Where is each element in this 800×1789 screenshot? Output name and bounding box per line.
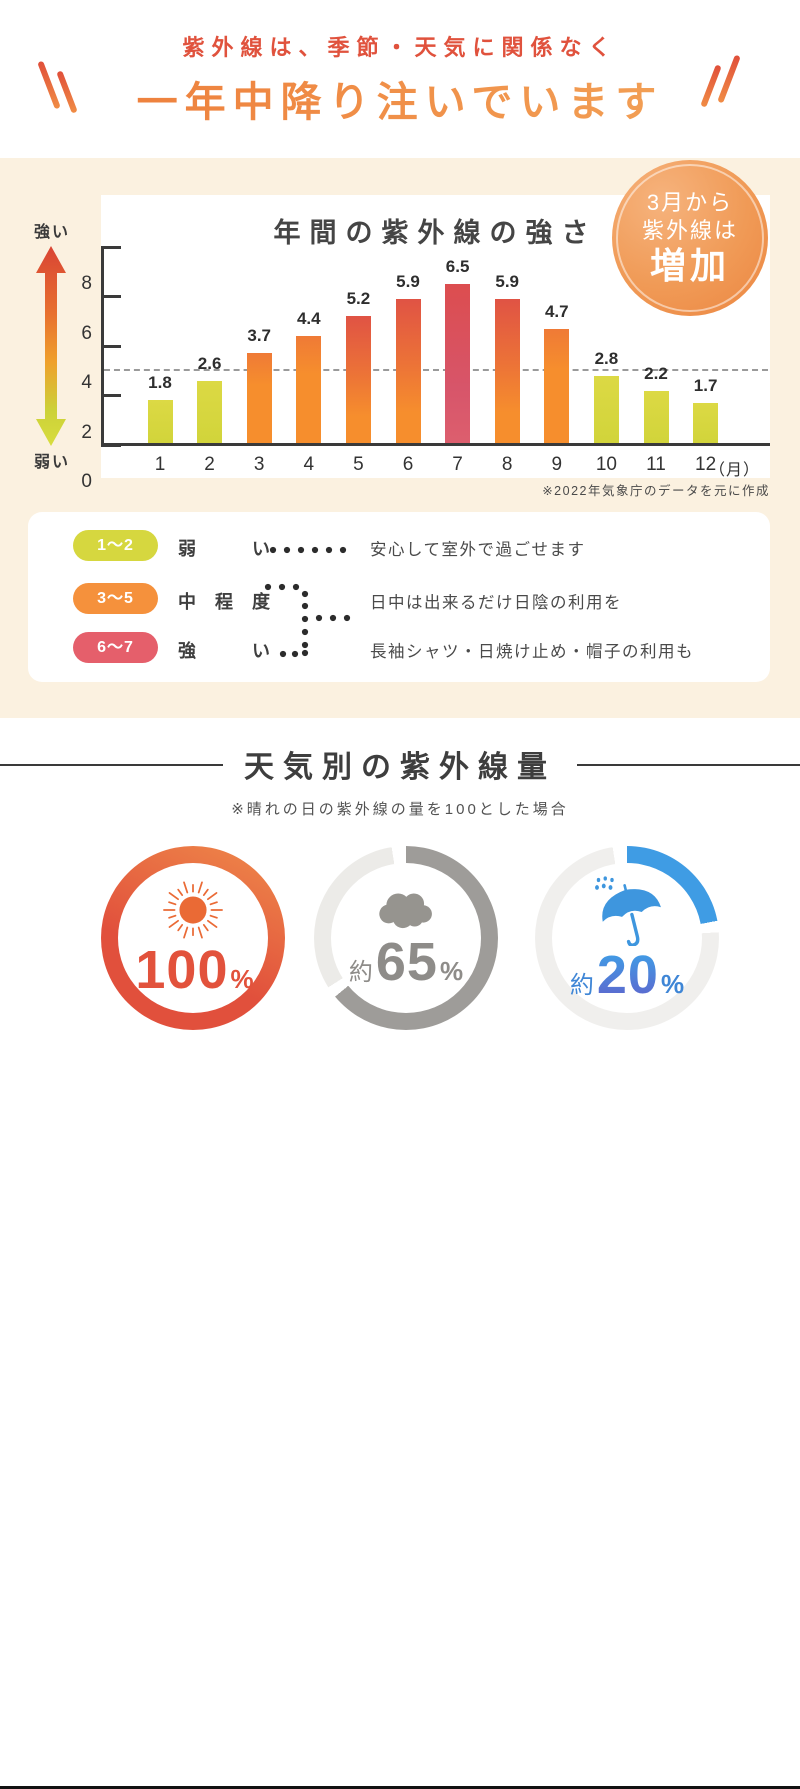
uv-bar-month-5 — [345, 316, 371, 445]
bar-value-label: 4.7 — [544, 301, 569, 321]
bar-value-label: 1.7 — [693, 375, 718, 395]
title-rule-left — [0, 764, 223, 766]
range-pill: 1〜2 — [73, 530, 158, 561]
uv-bar-month-8 — [494, 298, 520, 445]
sunny-uv-ring: 100% — [101, 846, 285, 1030]
uv-bar-month-11 — [643, 390, 669, 445]
x-tick-label: 6 — [402, 454, 414, 475]
y-tick-mark — [101, 245, 121, 249]
sunny-percent: 100% — [135, 940, 254, 1000]
x-tick-label: 12 — [695, 454, 717, 475]
dotted-connector-icon — [264, 546, 351, 658]
range-pill: 6〜7 — [73, 632, 158, 663]
y-tick-label: 4 — [81, 372, 92, 393]
bar-value-label: 2.2 — [644, 363, 668, 383]
x-tick-label: 2 — [204, 454, 215, 475]
x-tick-label: 5 — [353, 454, 364, 475]
header: 紫外線は、季節・天気に関係なく 一年中降り注いでいます — [0, 0, 800, 158]
y-axis-weak-label: 弱い — [33, 454, 70, 471]
uv-bar-month-4 — [296, 336, 322, 445]
uv-level-legend: 1〜2 弱い 安心して室外で過ごせます 3〜5 中程度 日中は出来るだけ日陰の利… — [28, 512, 770, 682]
x-axis-line — [101, 443, 770, 446]
range-pill: 3〜5 — [73, 583, 158, 614]
level-description: 安心して室外で過ごせます — [370, 541, 586, 559]
x-tick-label: 11 — [646, 454, 666, 475]
uv-bar-month-2 — [197, 380, 223, 445]
bar-value-label: 2.8 — [594, 348, 619, 368]
level-description: 日中は出来るだけ日陰の利用を — [370, 594, 622, 612]
level-label: 弱い — [178, 539, 270, 559]
header-subtitle: 紫外線は、季節・天気に関係なく — [182, 35, 618, 60]
umbrella-icon — [595, 876, 661, 946]
chart-source-note: ※2022年気象庁のデータを元に作成 — [542, 484, 770, 498]
rainy-uv-ring: 約 20% — [535, 846, 719, 1030]
uv-bar-month-3 — [246, 353, 272, 445]
x-tick-label: 8 — [501, 454, 513, 475]
uv-bar-month-6 — [395, 298, 421, 445]
badge-line3: 増加 — [649, 245, 730, 286]
bar-value-label: 2.6 — [197, 353, 222, 373]
level-label: 強い — [178, 641, 270, 661]
sun-icon — [163, 881, 223, 939]
uv-chart-section: 強い 弱い 8 6 4 2 0 年間の紫外線の強さ 1.8 1 2.6 2 3.7 3 4.4 4 5.… — [0, 158, 800, 718]
level-description: 長袖シャツ・日焼け止め・帽子の利用も — [370, 643, 694, 661]
bar-value-label: 4.4 — [296, 309, 321, 329]
bar-value-label: 5.9 — [495, 271, 519, 291]
uv-bar-month-12 — [693, 402, 719, 445]
intensity-gradient-arrow-icon — [36, 246, 66, 446]
bar-value-label: 6.5 — [445, 257, 470, 277]
weather-section-title: 天気別の紫外線量 — [244, 751, 556, 784]
header-title: 一年中降り注いでいます — [0, 68, 800, 128]
y-axis-strong-label: 強い — [33, 224, 70, 241]
level-label: 中程度 — [178, 592, 270, 612]
x-tick-label: 4 — [303, 454, 315, 475]
x-tick-label: 3 — [253, 454, 265, 475]
y-tick-label: 2 — [81, 421, 92, 443]
bar-value-label: 1.8 — [148, 373, 172, 393]
uv-bar-month-9 — [544, 328, 570, 445]
uv-bar-month-7 — [445, 284, 471, 445]
y-tick-mark — [101, 394, 121, 397]
march-increase-badge: 3月から 紫外線は 増加 — [612, 160, 768, 316]
threshold-dashed-line — [104, 369, 768, 371]
y-tick-label: 6 — [81, 322, 92, 344]
y-tick-labels: 8 6 4 2 0 — [58, 195, 92, 492]
y-tick-label: 0 — [81, 471, 92, 492]
uv-bar-month-10 — [593, 375, 619, 445]
bar-value-label: 5.9 — [396, 271, 420, 291]
weather-section-subtitle: ※晴れの日の紫外線の量を100とした場合 — [231, 801, 569, 818]
bar-value-label: 3.7 — [247, 326, 271, 346]
cloudy-uv-ring: 約 65% — [314, 846, 498, 1030]
x-tick-label: 7 — [452, 454, 463, 475]
weather-uv-section: 天気別の紫外線量 ※晴れの日の紫外線の量を100とした場合 100% 約 65% — [0, 718, 800, 1789]
rainy-percent: 約 20% — [569, 945, 685, 1005]
chart-title: 年間の紫外線の強さ — [273, 218, 598, 248]
cloudy-percent: 約 65% — [348, 932, 464, 992]
y-tick-mark — [101, 295, 121, 298]
bar-value-label: 5.2 — [346, 289, 371, 309]
title-rule-right — [577, 764, 800, 766]
x-axis-unit-label: （月） — [709, 462, 761, 479]
x-tick-label: 1 — [154, 454, 166, 475]
uv-bar-month-1 — [147, 400, 173, 445]
chart-panel: 年間の紫外線の強さ 1.8 1 2.6 2 3.7 3 4.4 4 5.2 5 5.9 6 6.5 7 5.… — [101, 195, 770, 479]
y-tick-mark — [101, 344, 121, 348]
badge-line2: 紫外線は — [641, 218, 738, 243]
badge-line1: 3月から — [646, 190, 734, 215]
x-tick-label: 9 — [551, 454, 563, 475]
y-tick-label: 8 — [81, 273, 92, 294]
x-tick-label: 10 — [595, 454, 617, 475]
cloud-icon — [379, 893, 432, 929]
